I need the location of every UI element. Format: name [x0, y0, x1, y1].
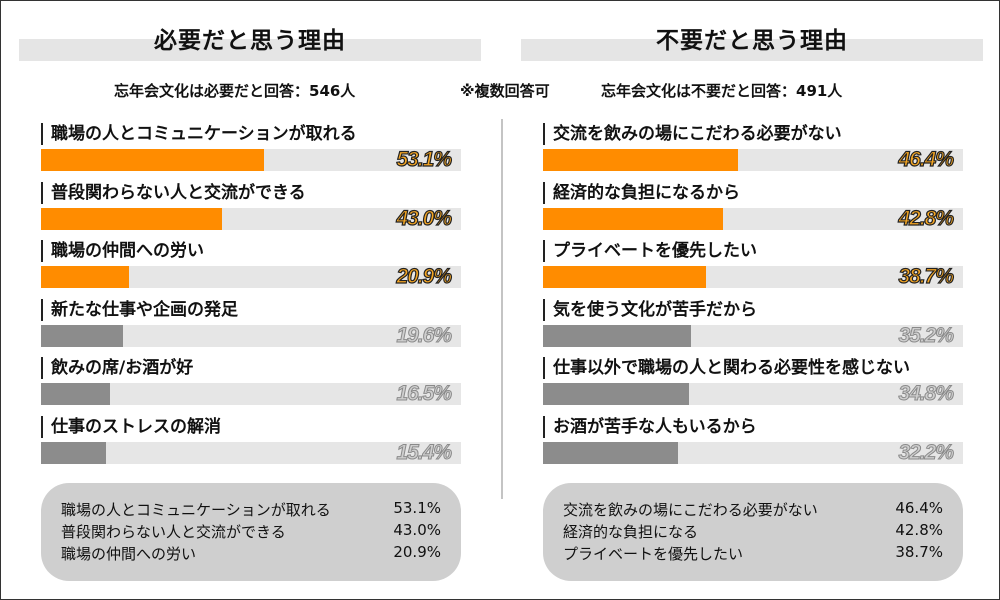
summary-row-value: 53.1%	[393, 499, 441, 517]
bar-track: 16.5%	[41, 382, 461, 405]
bar-category-label: 仕事以外で職場の人と関わる必要性を感じない	[543, 357, 973, 379]
bar-track: 20.9%	[41, 265, 461, 288]
summary-row-text: 職場の仲間への労い	[61, 545, 197, 563]
top-reasons-summary-box: 職場の人とコミュニケーションが取れる 53.1% 普段関わらない人と交流ができる…	[41, 483, 461, 581]
bar-value-label: 53.1%	[396, 148, 453, 171]
bar-track: 34.8%	[543, 382, 963, 405]
bar-track: 35.2%	[543, 323, 963, 347]
summary-row-value: 43.0%	[393, 521, 441, 539]
bar	[543, 383, 690, 405]
summary-row: 経済的な負担になる 42.8%	[563, 521, 943, 541]
bar-item: 飲みの席/お酒が好 16.5%	[41, 353, 481, 409]
panel-divider	[501, 119, 503, 499]
panel-title: 必要だと思う理由	[154, 28, 346, 54]
bar	[41, 266, 129, 288]
bar-category-label: 飲みの席/お酒が好	[41, 357, 471, 379]
bar-value-label: 15.4%	[396, 440, 453, 464]
bar-value-label: 46.4%	[898, 148, 955, 171]
bar-category-label: 仕事のストレスの解消	[41, 415, 471, 438]
bar-track: 46.4%	[543, 148, 963, 171]
bar	[543, 207, 723, 230]
summary-row-value: 42.8%	[895, 521, 943, 539]
bar-category-label: プライベートを優先したい	[543, 240, 973, 262]
summary-row-text: 普段関わらない人と交流ができる	[61, 523, 286, 541]
summary-row: 職場の人とコミュニケーションが取れる 53.1%	[61, 499, 441, 519]
bar-value-label: 43.0%	[396, 206, 453, 230]
bar-item: お酒が苦手な人もいるから 32.2%	[543, 412, 983, 468]
summary-row: 交流を飲みの場にこだわる必要がない 46.4%	[563, 499, 943, 519]
summary-row-text: 職場の人とコミュニケーションが取れる	[61, 501, 331, 519]
bar-value-label: 19.6%	[396, 323, 453, 347]
bar-category-label: 新たな仕事や企画の発足	[41, 298, 471, 321]
bar-track: 43.0%	[41, 206, 461, 230]
bar	[543, 441, 679, 464]
bar-track: 38.7%	[543, 265, 963, 288]
summary-row: プライベートを優先したい 38.7%	[563, 543, 943, 563]
bar	[543, 266, 706, 288]
bar-item: 交流を飲みの場にこだわる必要がない 46.4%	[543, 119, 983, 175]
panel-header-bar	[19, 39, 481, 61]
bar	[41, 441, 106, 464]
panel-header-bar	[521, 39, 983, 61]
bar-track: 53.1%	[41, 148, 461, 171]
bar-category-label: 気を使う文化が苦手だから	[543, 298, 973, 321]
bar-track: 15.4%	[41, 440, 461, 464]
bar-value-label: 20.9%	[396, 265, 453, 288]
summary-row-value: 38.7%	[895, 543, 943, 561]
top-reasons-summary-box: 交流を飲みの場にこだわる必要がない 46.4% 経済的な負担になる 42.8% …	[543, 483, 963, 581]
summary-row-text: プライベートを優先したい	[563, 545, 744, 563]
bar-item: プライベートを優先したい 38.7%	[543, 236, 983, 292]
bar-value-label: 34.8%	[898, 382, 955, 405]
bar-item: 経済的な負担になるから 42.8%	[543, 178, 983, 234]
summary-row-value: 20.9%	[393, 543, 441, 561]
summary-row: 普段関わらない人と交流ができる 43.0%	[61, 521, 441, 541]
bar-item: 仕事のストレスの解消 15.4%	[41, 412, 481, 468]
bar-item: 新たな仕事や企画の発足 19.6%	[41, 295, 481, 351]
bar-value-label: 42.8%	[898, 206, 955, 230]
summary-row-value: 46.4%	[895, 499, 943, 517]
panel-title: 不要だと思う理由	[656, 28, 848, 54]
bar-category-label: 職場の人とコミュニケーションが取れる	[41, 123, 471, 145]
bar-category-label: 経済的な負担になるから	[543, 181, 973, 204]
bar-track: 32.2%	[543, 440, 963, 464]
respondent-summary: 忘年会文化は不要だと回答：491人	[601, 82, 843, 100]
summary-row-text: 経済的な負担になる	[563, 523, 699, 541]
bar	[41, 383, 111, 405]
summary-row-text: 交流を飲みの場にこだわる必要がない	[563, 501, 818, 519]
bar-value-label: 38.7%	[898, 265, 955, 288]
bar-item: 仕事以外で職場の人と関わる必要性を感じない 34.8%	[543, 353, 983, 409]
bar	[41, 207, 222, 230]
bar-value-label: 16.5%	[396, 382, 453, 405]
bar-item: 職場の人とコミュニケーションが取れる 53.1%	[41, 119, 481, 175]
bar-item: 気を使う文化が苦手だから 35.2%	[543, 295, 983, 351]
bar-track: 19.6%	[41, 323, 461, 347]
bar-category-label: 交流を飲みの場にこだわる必要がない	[543, 123, 973, 145]
bar-value-label: 32.2%	[898, 440, 955, 464]
bar-category-label: お酒が苦手な人もいるから	[543, 415, 973, 438]
bar-category-label: 普段関わらない人と交流ができる	[41, 181, 471, 204]
bar	[543, 149, 738, 171]
bar-item: 普段関わらない人と交流ができる 43.0%	[41, 178, 481, 234]
bar	[543, 324, 691, 347]
summary-row: 職場の仲間への労い 20.9%	[61, 543, 441, 563]
necessary-reasons-panel: 必要だと思う理由 忘年会文化は必要だと回答：546人 職場の人とコミュニケーショ…	[19, 1, 481, 599]
bar	[41, 324, 124, 347]
bar-item: 職場の仲間への労い 20.9%	[41, 236, 481, 292]
bar	[41, 149, 265, 171]
bar-track: 42.8%	[543, 206, 963, 230]
unnecessary-reasons-panel: 不要だと思う理由 忘年会文化は不要だと回答：491人 交流を飲みの場にこだわる必…	[521, 1, 983, 599]
multiple-answers-note: ※複数回答可	[460, 82, 550, 100]
respondent-summary: 忘年会文化は必要だと回答：546人	[114, 82, 356, 100]
bar-value-label: 35.2%	[898, 323, 955, 347]
bar-category-label: 職場の仲間への労い	[41, 240, 471, 262]
